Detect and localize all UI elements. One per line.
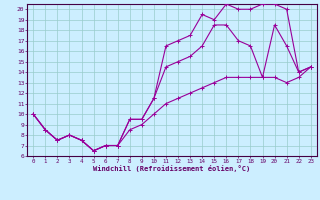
X-axis label: Windchill (Refroidissement éolien,°C): Windchill (Refroidissement éolien,°C)	[93, 165, 251, 172]
